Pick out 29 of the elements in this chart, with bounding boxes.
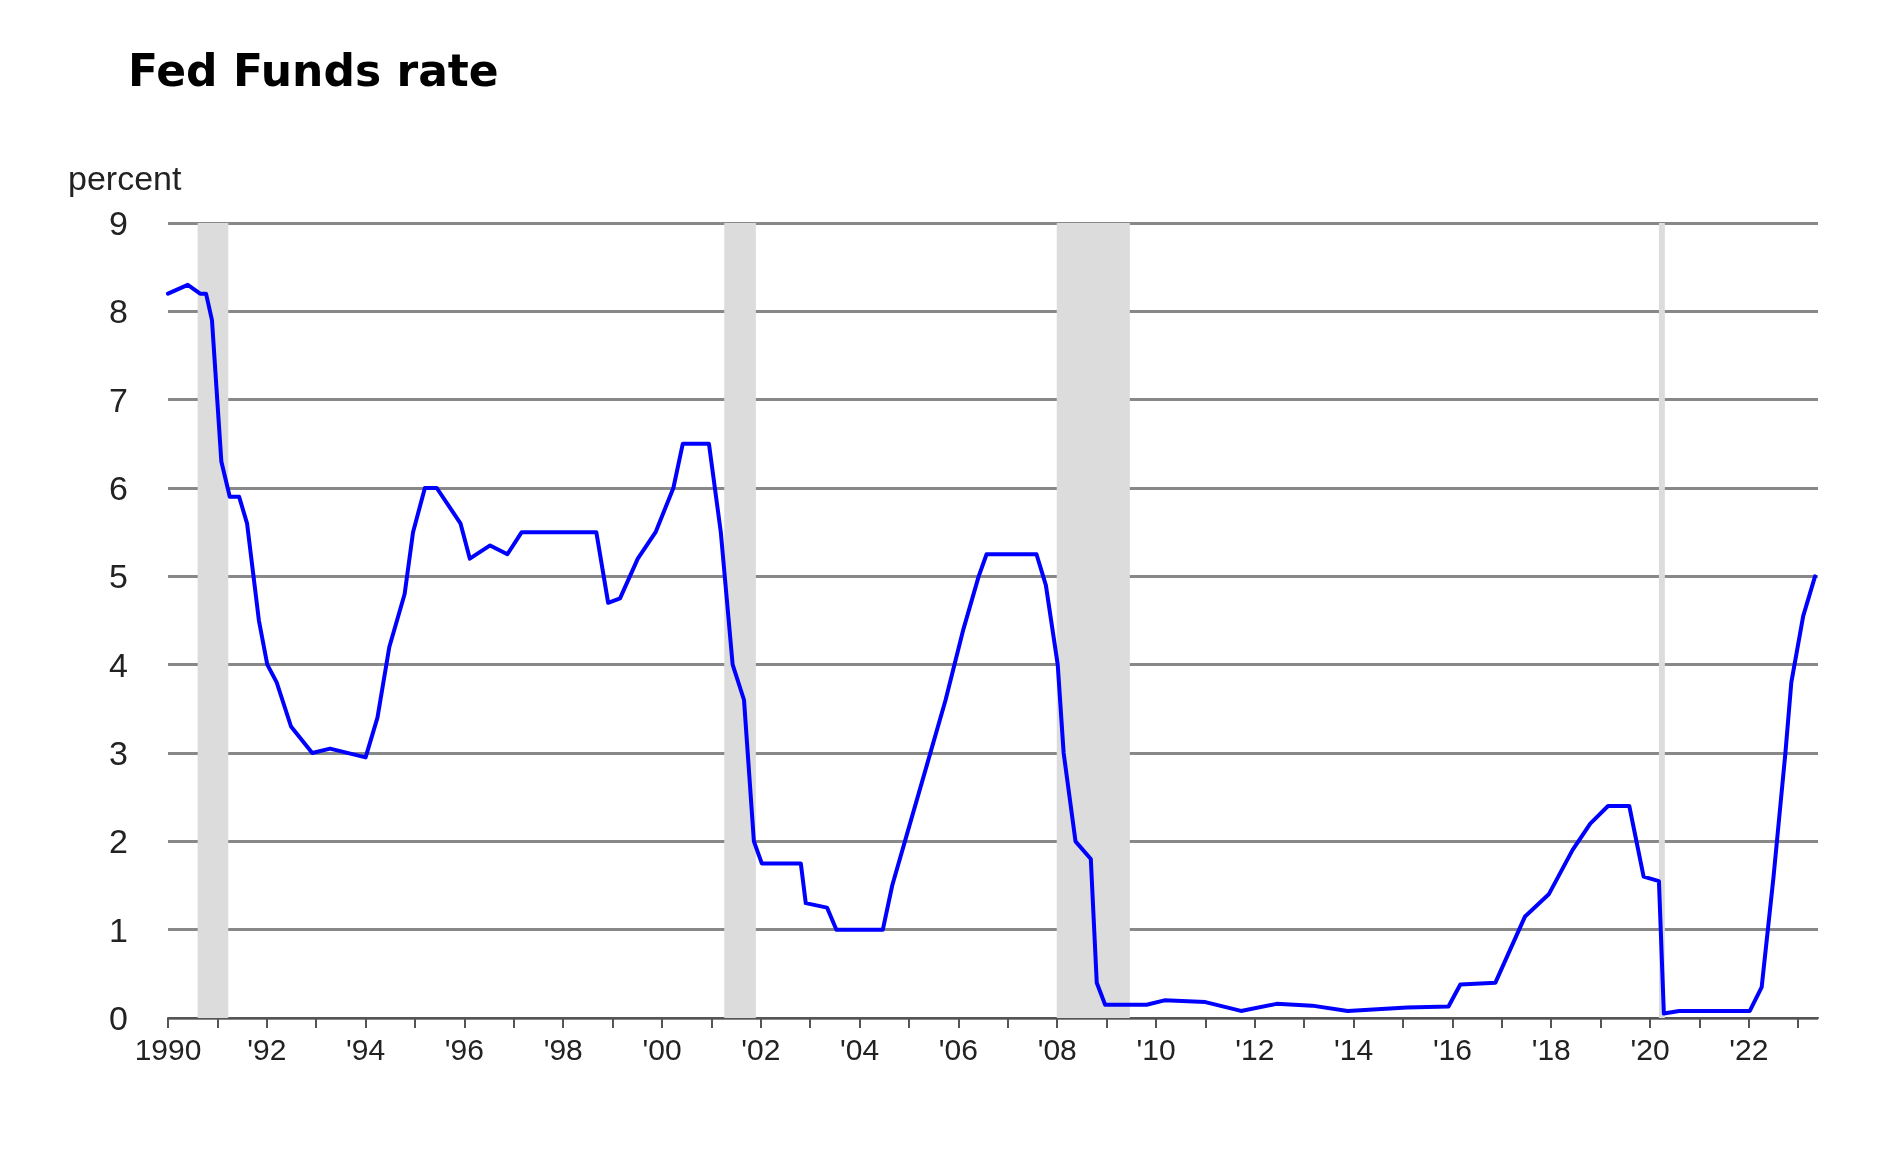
y-tick-label: 5 (109, 557, 128, 596)
x-tick-label: '22 (1729, 1032, 1769, 1066)
y-tick-label: 9 (109, 204, 128, 242)
y-tick-label: 4 (109, 645, 128, 684)
x-tick-label: '94 (346, 1032, 386, 1066)
x-tick-label: '10 (1136, 1032, 1176, 1066)
x-tick-label: '92 (247, 1032, 287, 1066)
x-tick-label: '00 (642, 1032, 682, 1066)
x-tick-label: '14 (1334, 1032, 1374, 1066)
y-tick-label: 6 (109, 469, 128, 507)
y-tick-label: 8 (109, 292, 128, 331)
y-axis-title: percent (68, 159, 182, 197)
x-tick-label: '16 (1432, 1032, 1472, 1066)
y-tick-label: 7 (109, 380, 128, 419)
y-tick-label: 0 (109, 999, 128, 1037)
y-tick-label: 3 (109, 734, 128, 772)
x-tick-label: '08 (1037, 1032, 1077, 1066)
x-tick-label: '06 (938, 1032, 978, 1066)
x-tick-label: '96 (444, 1032, 484, 1066)
y-tick-label: 1 (109, 910, 128, 949)
x-tick-label: '02 (741, 1032, 781, 1066)
y-tick-label: 2 (109, 822, 128, 861)
x-tick-label: '18 (1531, 1032, 1571, 1066)
chart-title: Fed Funds rate (128, 44, 499, 96)
x-tick-label: '12 (1235, 1032, 1275, 1066)
x-tick-label: '04 (840, 1032, 880, 1066)
x-tick-label: '98 (543, 1032, 583, 1066)
x-tick-label: 1990 (134, 1032, 202, 1066)
x-tick-label: '20 (1630, 1032, 1670, 1066)
